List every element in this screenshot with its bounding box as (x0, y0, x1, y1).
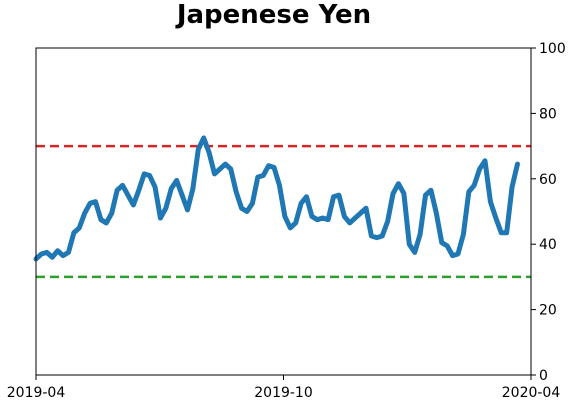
x-tick-label: 2020-04 (502, 385, 561, 401)
chart-title: Japenese Yen (175, 0, 371, 30)
y-axis: 0 20 40 60 80 100 (531, 41, 566, 384)
series-line-0 (33, 135, 520, 262)
y-tick-label: 0 (539, 368, 548, 384)
reference-lines (36, 144, 531, 279)
x-tick-label: 2019-10 (254, 385, 313, 401)
y-tick-label: 40 (539, 237, 557, 253)
x-tick-label: 2019-04 (7, 385, 66, 401)
series-layer (33, 135, 520, 262)
y-tick-label: 20 (539, 303, 557, 319)
y-tick-label: 60 (539, 172, 557, 188)
y-tick-label: 100 (539, 41, 566, 57)
x-axis: 2019-04 2019-10 2020-04 (7, 375, 561, 401)
y-tick-label: 80 (539, 106, 557, 122)
